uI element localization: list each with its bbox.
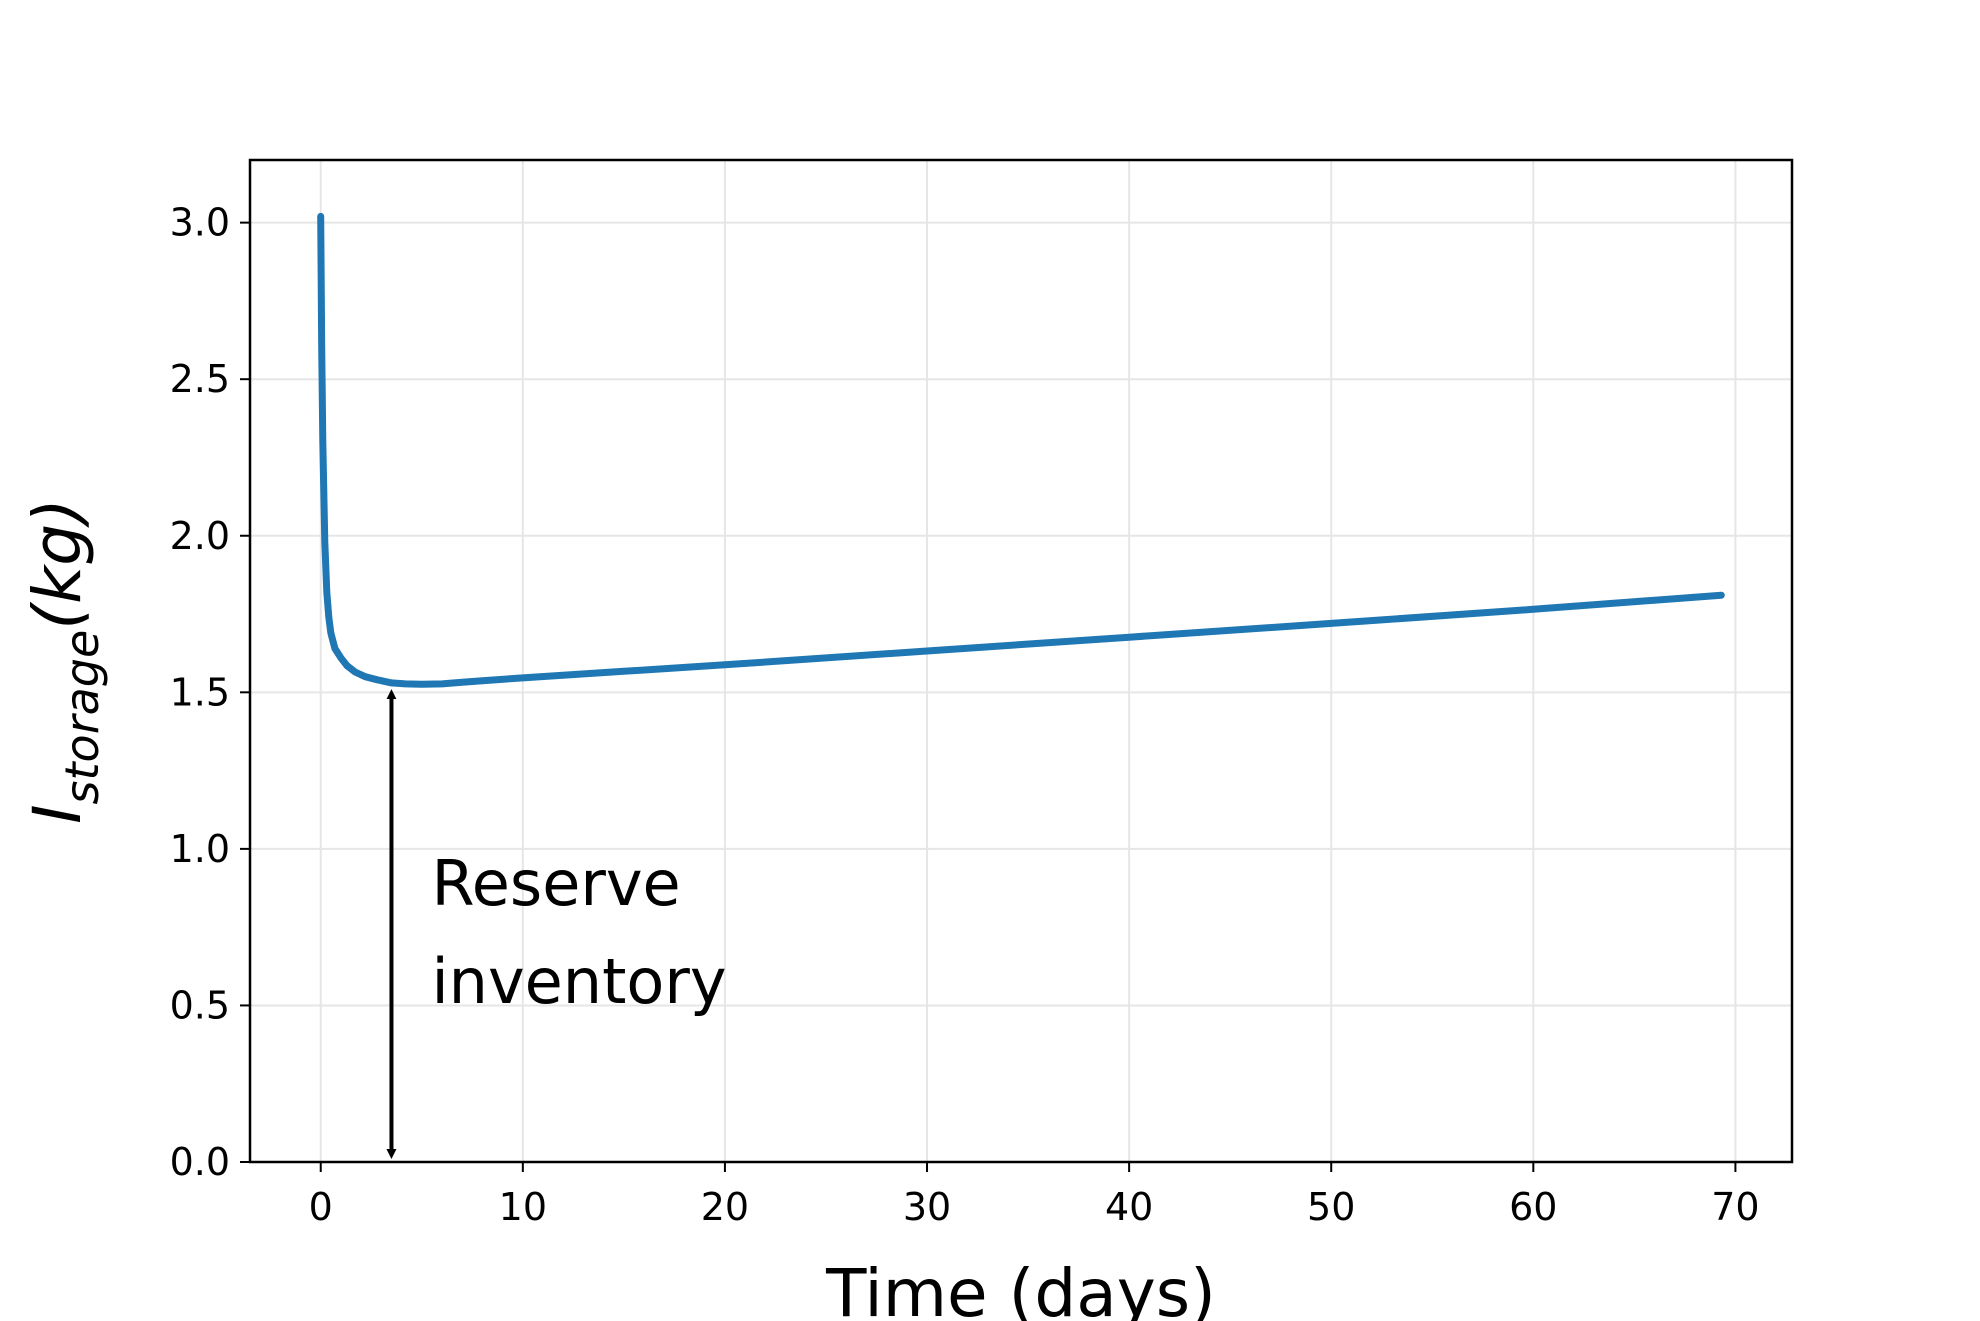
y-axis-label-unit: (kg): [19, 498, 96, 630]
series-line: [317, 212, 1725, 688]
y-tick-label: 0.5: [170, 983, 230, 1027]
x-tick-label: 60: [1509, 1185, 1557, 1229]
x-tick-label: 10: [499, 1185, 547, 1229]
grid: [250, 160, 1792, 1163]
x-tick-label: 40: [1105, 1185, 1153, 1229]
y-tick-label: 3.0: [170, 201, 230, 245]
annotation-layer: Reserve inventory: [386, 689, 727, 1159]
y-tick-label: 1.5: [170, 670, 230, 714]
x-tick-label: 0: [309, 1185, 333, 1229]
series-layer: [317, 212, 1725, 688]
annotation-text: Reserve: [431, 847, 680, 920]
x-tick-label: 30: [903, 1185, 951, 1229]
plot-frame: [248, 158, 1794, 1164]
y-axis-label: Istorage(kg): [19, 498, 109, 824]
x-tick-label: 20: [701, 1185, 749, 1229]
y-tick-label: 1.0: [170, 827, 230, 871]
y-axis-label-subscript: storage: [55, 630, 109, 805]
y-tick-label: 0.0: [170, 1140, 230, 1184]
x-axis-label: Time (days): [825, 1255, 1216, 1321]
annotation-text: inventory: [431, 945, 726, 1018]
axes: 0 10 20 30 40 50 60 70 0.0 0.5 1.0 1.5 2.0 2.5 3.0: [170, 201, 1760, 1229]
x-tick-label: 70: [1711, 1185, 1759, 1229]
y-axis-label-main: I: [19, 804, 96, 823]
y-tick-label: 2.5: [170, 357, 230, 401]
x-tick-label: 50: [1307, 1185, 1355, 1229]
y-tick-label: 2.0: [170, 514, 230, 558]
